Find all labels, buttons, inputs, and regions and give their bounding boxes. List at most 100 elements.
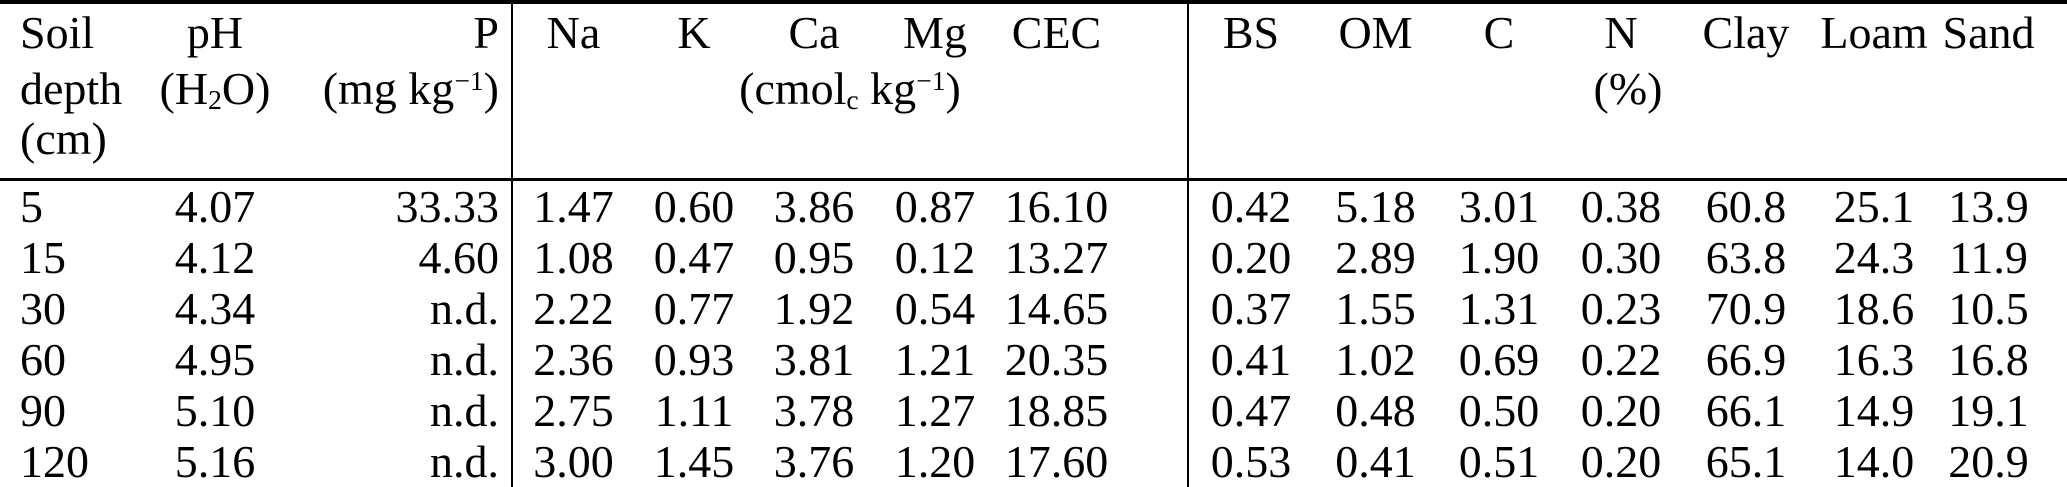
- table-cell: 14.65: [996, 283, 1189, 334]
- table-row: 15 4.12 4.60 1.08 0.47 0.95 0.12 13.27 0.20 2.89 1…: [0, 232, 2067, 283]
- table-cell: 0.95: [773, 231, 855, 283]
- table-cell: 3.78: [773, 384, 855, 436]
- table-cell: 13.9: [1948, 180, 2029, 232]
- table-cell: 0.51: [1458, 435, 1540, 487]
- header-soil-depth-line3: (cm): [0, 116, 140, 181]
- table-cell: 5.18: [1335, 180, 1416, 232]
- table-cell: 0.47: [1210, 384, 1292, 436]
- table-cell: 66.9: [1705, 333, 1787, 385]
- table-cell: n.d.: [290, 334, 513, 385]
- header-row-cm: (cm): [0, 116, 2067, 181]
- table-cell: 0.30: [1580, 231, 1662, 283]
- header-na: Na: [546, 7, 601, 58]
- header-ph: pH: [186, 7, 244, 58]
- table-cell: 4.12: [174, 231, 256, 283]
- table-cell: 1.27: [894, 384, 976, 436]
- table-cell: 15: [20, 231, 66, 283]
- table-cell: 1.31: [1458, 282, 1540, 334]
- table-cell: 5.10: [174, 384, 256, 436]
- table-cell: 1.08: [533, 231, 614, 283]
- table-cell: 120: [20, 435, 89, 487]
- table-cell: 0.53: [1210, 435, 1292, 487]
- header-spacer: [512, 116, 1189, 181]
- table-cell: 17.60: [996, 436, 1189, 487]
- table-row: 60 4.95 n.d. 2.36 0.93 3.81 1.21 20.35 0.41 1.02 0…: [0, 334, 2067, 385]
- table-cell: 4.95: [174, 333, 256, 385]
- table-cell: 20.9: [1948, 435, 2029, 487]
- table-cell: 0.20: [1580, 384, 1662, 436]
- table-cell: 0.54: [894, 282, 976, 334]
- header-spacer: [1188, 116, 2067, 181]
- header-row-labels: Soil pH P Na K Ca Mg CEC BS OM C N Clay …: [0, 4, 2067, 66]
- table-cell: 60.8: [1705, 180, 1787, 232]
- table-cell: 3.86: [773, 180, 855, 232]
- table-cell: 13.27: [996, 232, 1189, 283]
- table-row: 90 5.10 n.d. 2.75 1.11 3.78 1.27 18.85 0.47 0.48 0…: [0, 385, 2067, 436]
- header-clay: Clay: [1702, 7, 1790, 58]
- table-row: 5 4.07 33.33 1.47 0.60 3.86 0.87 16.10 0.42 5.18 3…: [0, 179, 2067, 232]
- header-bs: BS: [1222, 7, 1280, 58]
- table-cell: 10.5: [1948, 282, 2029, 334]
- table-cell: n.d.: [290, 283, 513, 334]
- table-cell: 4.07: [174, 180, 256, 232]
- table-cell: 0.41: [1335, 435, 1416, 487]
- table-cell: 66.1: [1705, 384, 1787, 436]
- table-cell: 0.41: [1210, 333, 1292, 385]
- table-cell: 19.1: [1948, 384, 2029, 436]
- table-cell: 2.89: [1335, 231, 1416, 283]
- table-body: 5 4.07 33.33 1.47 0.60 3.86 0.87 16.10 0.42 5.18 3…: [0, 179, 2067, 487]
- header-om: OM: [1338, 7, 1413, 58]
- table-row: 120 5.16 n.d. 3.00 1.45 3.76 1.20 17.60 0.53 0.41…: [0, 436, 2067, 487]
- table-cell: 30: [20, 282, 66, 334]
- table-cell: 0.23: [1580, 282, 1662, 334]
- header-composition-unit: (%): [1593, 63, 1663, 114]
- table-cell: 0.93: [653, 333, 735, 385]
- table-header: Soil pH P Na K Ca Mg CEC BS OM C N Clay …: [0, 4, 2067, 181]
- table-cell: 0.38: [1580, 180, 1662, 232]
- header-exchangeable-unit: (cmolc kg−1): [512, 66, 1189, 116]
- table-cell: 0.20: [1580, 435, 1662, 487]
- header-p: P: [290, 4, 513, 66]
- header-cec: CEC: [996, 4, 1189, 66]
- header-spacer: [140, 116, 290, 181]
- table-cell: 70.9: [1705, 282, 1787, 334]
- header-ca: Ca: [788, 7, 840, 58]
- table-cell: 16.8: [1948, 333, 2029, 385]
- table-cell: 0.77: [653, 282, 735, 334]
- table-cell: 0.20: [1210, 231, 1292, 283]
- table-cell: 24.3: [1833, 231, 1915, 283]
- table-cell: 0.60: [653, 180, 735, 232]
- header-p-unit: (mg kg−1): [290, 66, 513, 116]
- table-cell: 1.90: [1458, 231, 1540, 283]
- table-cell: 25.1: [1833, 180, 1915, 232]
- table-cell: 0.47: [653, 231, 735, 283]
- table-cell: 3.01: [1458, 180, 1540, 232]
- table-cell: 90: [20, 384, 66, 436]
- table-cell: 0.48: [1335, 384, 1416, 436]
- table-cell: 20.35: [996, 334, 1189, 385]
- table-cell: 0.69: [1458, 333, 1540, 385]
- table-cell: 14.9: [1833, 384, 1915, 436]
- table-cell: 18.6: [1833, 282, 1915, 334]
- table-cell: 65.1: [1705, 435, 1787, 487]
- table-cell: 2.36: [533, 333, 614, 385]
- table-cell: 0.87: [894, 180, 976, 232]
- table-cell: 2.22: [533, 282, 614, 334]
- header-soil-depth: Soil: [20, 7, 95, 58]
- table-cell: 1.92: [773, 282, 855, 334]
- table-cell: 1.55: [1335, 282, 1416, 334]
- table-cell: 0.42: [1210, 180, 1292, 232]
- table: Soil pH P Na K Ca Mg CEC BS OM C N Clay …: [0, 4, 2067, 487]
- table-cell: 33.33: [290, 179, 513, 232]
- table-cell: 1.45: [653, 435, 735, 487]
- table-cell: 16.3: [1833, 333, 1915, 385]
- table-cell: 11.9: [1949, 231, 2028, 283]
- table-cell: n.d.: [290, 436, 513, 487]
- table-cell: 18.85: [996, 385, 1189, 436]
- header-sand: Sand: [1942, 7, 2035, 58]
- table-cell: 2.75: [533, 384, 614, 436]
- table-cell: 16.10: [996, 179, 1189, 232]
- header-ph-unit: (H2O): [159, 63, 271, 115]
- header-n: N: [1604, 7, 1638, 58]
